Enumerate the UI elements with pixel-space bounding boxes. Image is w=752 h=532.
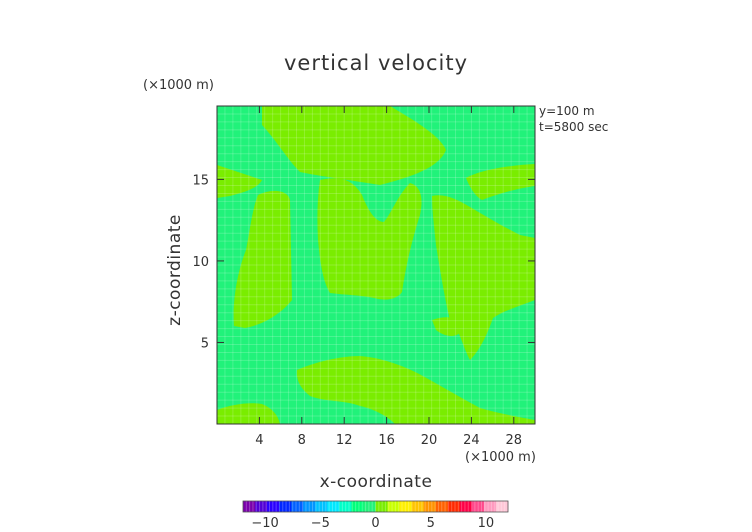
colorbar-ticks: −10 −5 0 5 10: [251, 516, 494, 531]
colorbar-swatch: [399, 501, 413, 512]
colorbar-swatch: [435, 501, 449, 512]
colorbar-swatch: [327, 501, 340, 512]
y-tick-label: 5: [201, 336, 209, 351]
colorbar-swatch: [279, 501, 292, 512]
x-tick-label: 12: [336, 433, 353, 448]
chart-title: vertical velocity: [284, 51, 468, 75]
colorbar-swatch: [459, 501, 473, 512]
y-unit-label: (×1000 m): [143, 78, 214, 93]
y-axis-label: z-coordinate: [165, 214, 185, 326]
colorbar-swatch: [423, 501, 437, 512]
plot-area: 4 8 12 16 20 24 28 5 10 15: [192, 105, 536, 448]
colorbar-swatch: [339, 501, 352, 512]
region-right-upper: [466, 164, 535, 200]
colorbar-swatch: [315, 501, 328, 512]
x-tick-label: 20: [421, 433, 438, 448]
colorbar-swatch: [387, 501, 400, 512]
colorbar-tick-label: 0: [371, 516, 379, 531]
annotation-y: y=100 m: [539, 104, 595, 118]
positive-regions: [217, 106, 535, 424]
annotation-t: t=5800 sec: [539, 120, 608, 134]
x-tick-label: 24: [463, 433, 480, 448]
colorbar-swatch: [495, 501, 509, 512]
colorbar-tick-label: −10: [251, 516, 278, 531]
y-axis-ticks: 5 10 15: [192, 173, 535, 351]
x-tick-label: 16: [378, 433, 395, 448]
region-right-mid: [432, 317, 462, 336]
colorbar-swatch: [351, 501, 364, 512]
colorbar: [242, 500, 509, 513]
colorbar-swatch: [243, 501, 256, 512]
colorbar-swatch: [375, 501, 388, 512]
region-top-center: [262, 106, 446, 185]
plot-frame: [216, 105, 536, 425]
colorbar-swatch: [411, 501, 425, 512]
colorbar-tick-label: −5: [311, 516, 330, 531]
region-left-column: [233, 190, 292, 328]
region-bottom-left: [217, 403, 280, 424]
faint-grid: [217, 106, 535, 424]
colorbar-tick-label: 5: [427, 516, 435, 531]
region-bottom-band: [296, 356, 535, 424]
colorbar-swatch: [291, 501, 304, 512]
colorbar-swatch: [483, 501, 497, 512]
colorbar-swatch: [267, 501, 280, 512]
region-left-upper: [217, 165, 262, 198]
colorbar-frame: [242, 500, 509, 513]
colorbar-swatch: [255, 501, 268, 512]
colorbar-swatch: [447, 501, 461, 512]
colorbar-swatch: [471, 501, 485, 512]
colorbar-swatch: [363, 501, 376, 512]
x-axis-ticks: 4 8 12 16 20 24 28: [255, 106, 522, 448]
y-tick-label: 15: [192, 173, 209, 188]
colorbar-swatch: [303, 501, 316, 512]
region-center-column: [317, 178, 422, 300]
x-tick-label: 28: [506, 433, 523, 448]
x-tick-label: 4: [255, 433, 263, 448]
y-tick-label: 10: [192, 255, 209, 270]
colorbar-tick-label: 10: [478, 516, 495, 531]
x-tick-label: 8: [298, 433, 306, 448]
x-axis-label: x-coordinate: [320, 472, 433, 492]
x-unit-label: (×1000 m): [465, 450, 536, 465]
region-right-column: [432, 195, 535, 360]
